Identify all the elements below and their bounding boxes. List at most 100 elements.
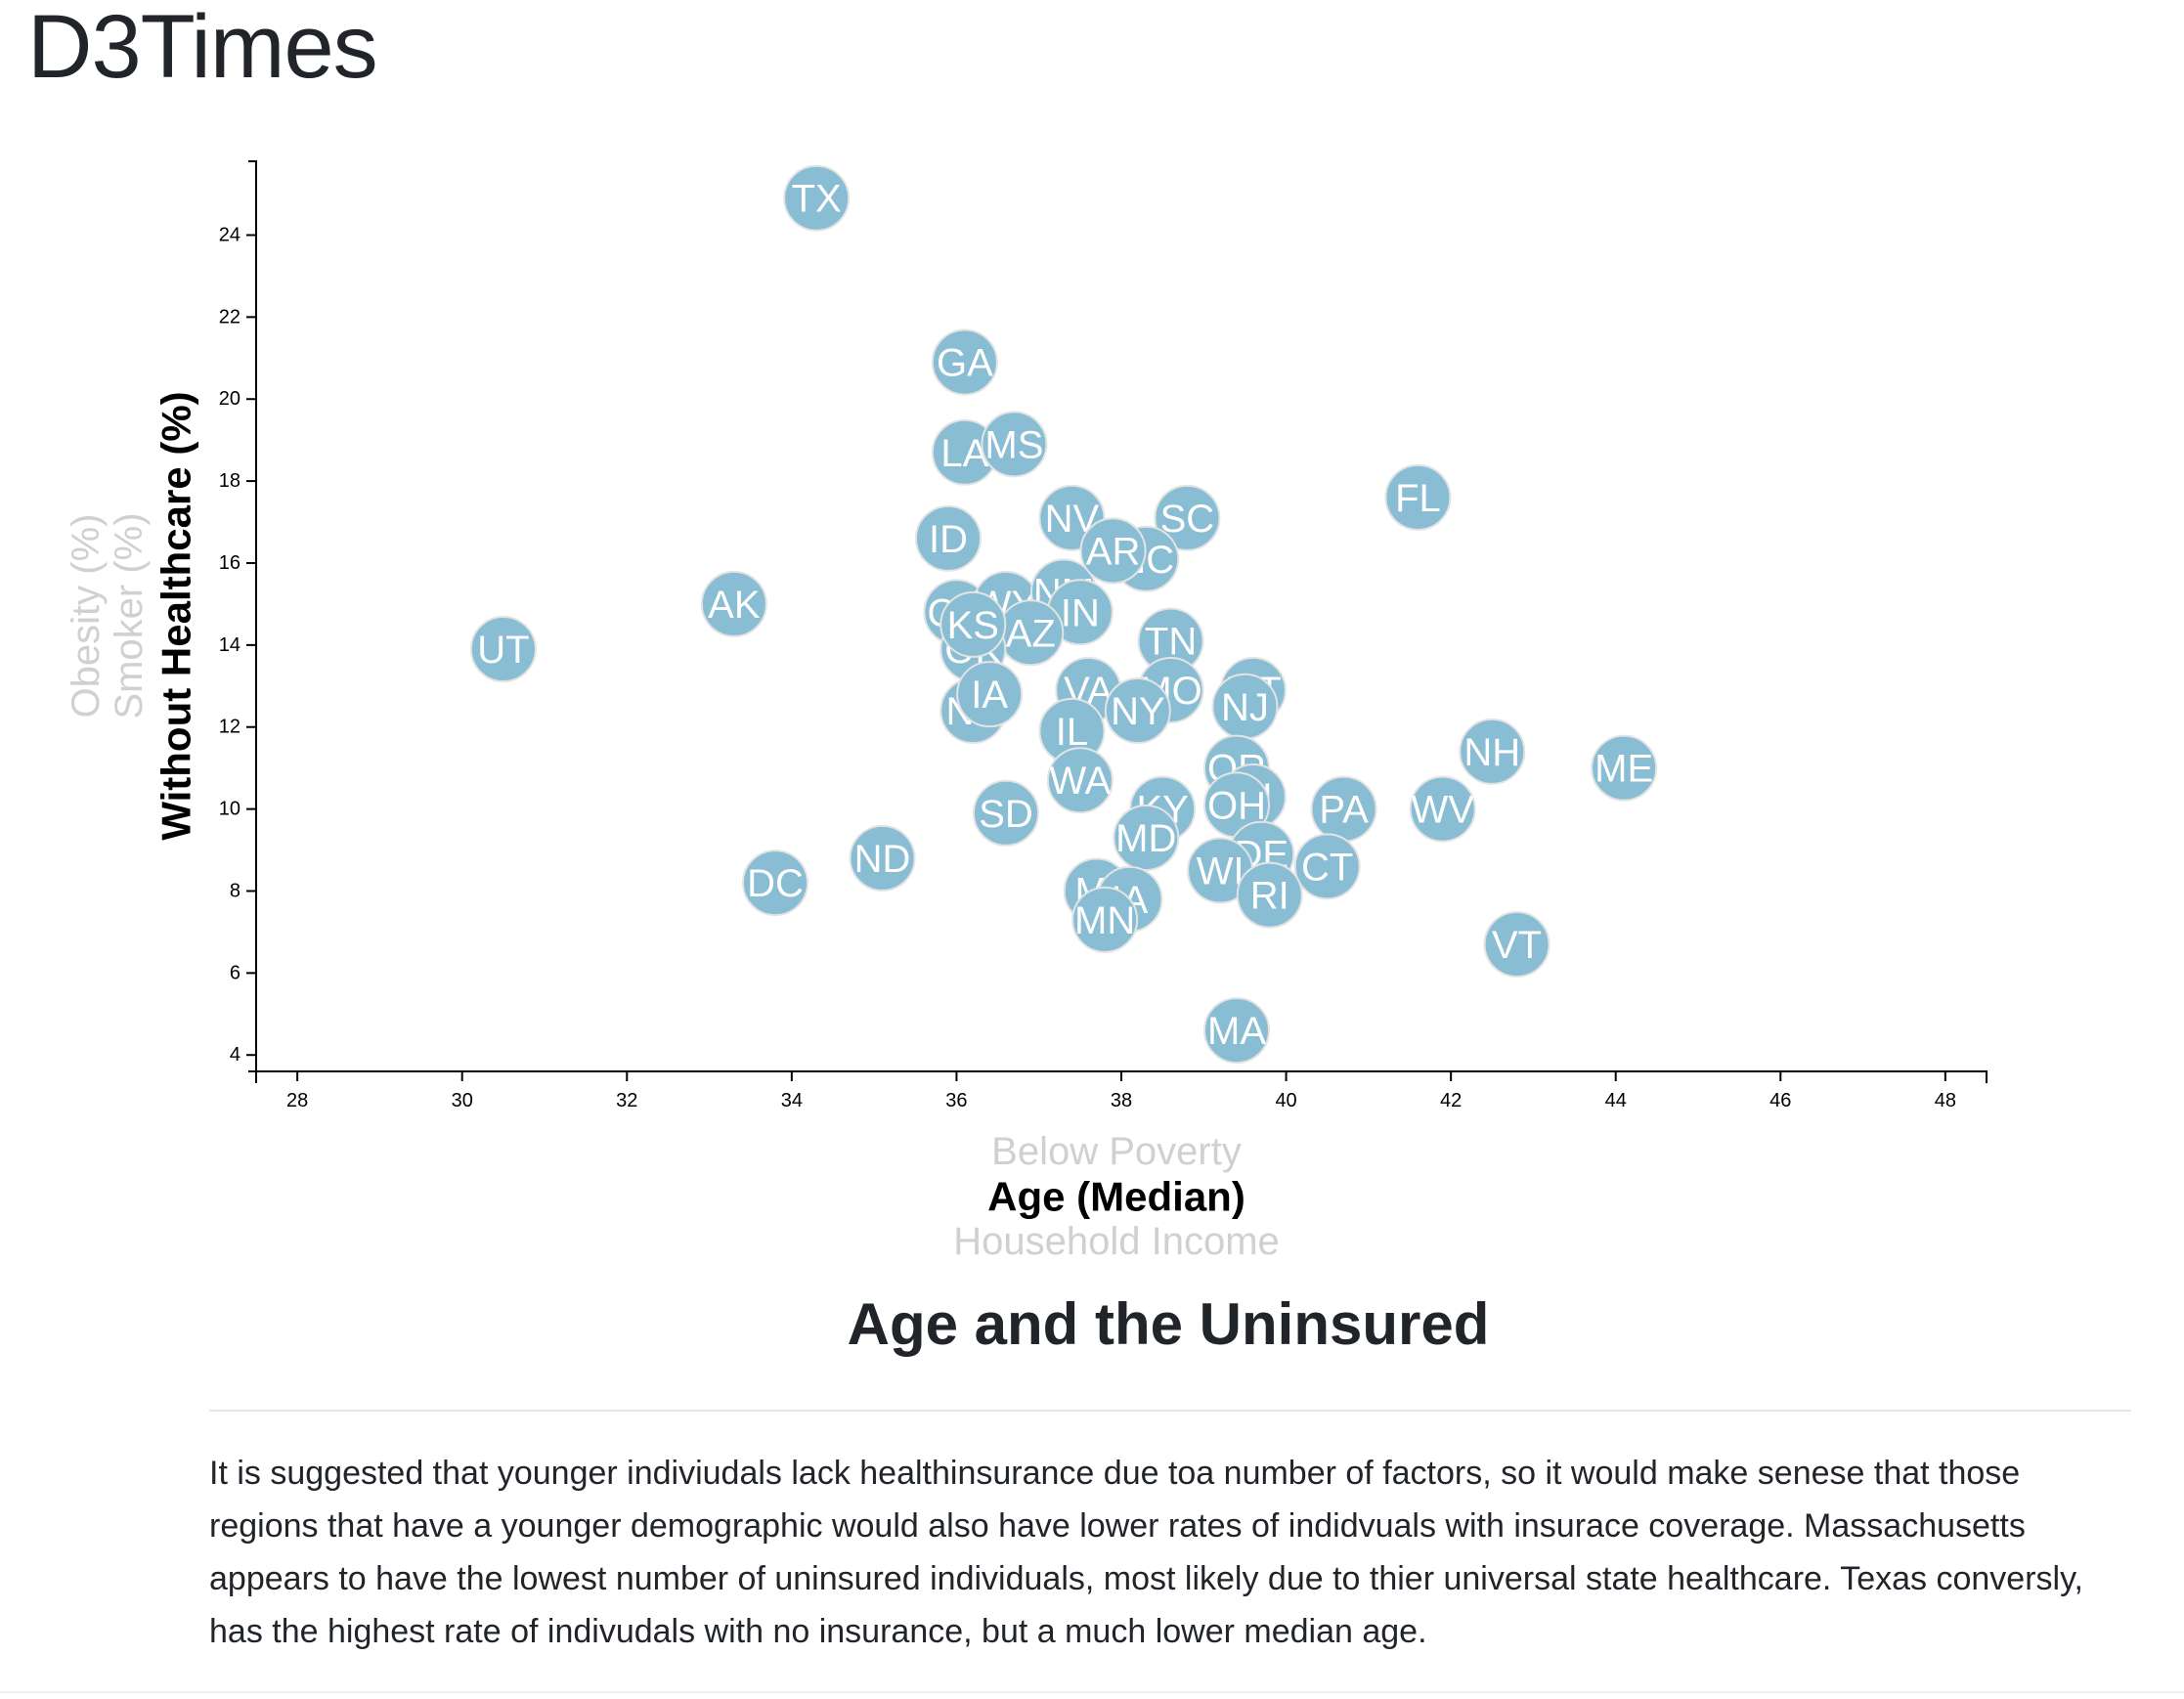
state-marker-il[interactable]: IL <box>1038 697 1106 764</box>
x-tick-label: 38 <box>1111 1090 1132 1111</box>
state-marker-md[interactable]: MD <box>1113 804 1180 871</box>
state-label: CT <box>1301 846 1353 889</box>
state-marker-nh[interactable]: NH <box>1459 718 1526 785</box>
state-marker-oh[interactable]: OH <box>1203 771 1270 839</box>
x-tick-label: 42 <box>1440 1090 1462 1111</box>
state-circle[interactable] <box>973 779 1039 847</box>
state-marker-mn[interactable]: MN <box>1071 886 1139 953</box>
state-marker-fl[interactable]: FL <box>1384 463 1452 531</box>
x-axis-title-option[interactable]: Age (Median) <box>987 1174 1245 1220</box>
state-label: VT <box>1492 924 1542 967</box>
state-marker-tx[interactable]: TX <box>783 164 851 232</box>
y-axis-title-option[interactable]: Without Healthcare (%) <box>153 391 199 840</box>
section-divider <box>209 1410 2131 1412</box>
state-circle[interactable] <box>1079 517 1147 585</box>
y-axis-line <box>248 160 257 1072</box>
state-circle[interactable] <box>1154 484 1221 551</box>
state-circle[interactable] <box>742 850 808 917</box>
x-tick-label: 48 <box>1935 1090 1956 1111</box>
state-marker-dc[interactable]: DC <box>742 850 808 917</box>
x-tick-label: 34 <box>781 1090 803 1111</box>
state-circle[interactable] <box>1293 833 1361 900</box>
state-marker-la[interactable]: LA <box>931 418 998 486</box>
y-tick-label: 22 <box>219 306 240 327</box>
state-circle[interactable] <box>939 590 1007 658</box>
state-label: GA <box>937 341 993 384</box>
state-label: IN <box>1061 591 1100 634</box>
state-circle[interactable] <box>469 616 537 683</box>
state-circle[interactable] <box>981 411 1048 478</box>
state-label: FL <box>1395 477 1441 520</box>
state-marker-nj[interactable]: NJ <box>1211 673 1279 740</box>
state-marker-ga[interactable]: GA <box>931 328 998 396</box>
y-axis-title-option[interactable]: Obesity (%) <box>65 514 108 719</box>
site-title: D3Times <box>27 0 378 97</box>
analysis-paragraph: It is suggested that younger indiviudals… <box>209 1455 2083 1650</box>
state-marker-ut[interactable]: UT <box>469 616 537 683</box>
state-circle[interactable] <box>1459 718 1526 785</box>
state-circle[interactable] <box>956 661 1024 728</box>
y-tick-label: 20 <box>219 388 240 410</box>
state-circle[interactable] <box>1483 910 1551 978</box>
state-label: ID <box>929 518 968 561</box>
state-label: AR <box>1086 530 1141 573</box>
footer-divider <box>0 1691 2184 1693</box>
state-marker-ms[interactable]: MS <box>981 411 1048 478</box>
state-circle[interactable] <box>849 824 916 892</box>
state-circle[interactable] <box>1071 886 1139 953</box>
state-marker-id[interactable]: ID <box>915 504 982 572</box>
state-label: ND <box>854 838 911 881</box>
state-marker-ma[interactable]: MA <box>1203 997 1270 1065</box>
state-label: PA <box>1319 789 1369 832</box>
state-marker-nd[interactable]: ND <box>849 824 916 892</box>
state-circle[interactable] <box>915 504 982 572</box>
state-circle[interactable] <box>700 570 767 637</box>
state-marker-ny[interactable]: NY <box>1104 676 1171 744</box>
state-marker-me[interactable]: ME <box>1591 734 1658 802</box>
state-circle[interactable] <box>1104 676 1171 744</box>
state-circle[interactable] <box>931 328 998 396</box>
y-axis-titles: Without Healthcare (%)Smoker (%)Obesity … <box>65 391 199 840</box>
state-circle[interactable] <box>783 164 851 232</box>
x-axis-title-option[interactable]: Below Poverty <box>991 1130 1242 1173</box>
state-marker-ak[interactable]: AK <box>700 570 767 637</box>
state-circle[interactable] <box>1591 734 1658 802</box>
state-label: MD <box>1115 817 1176 860</box>
state-circle[interactable] <box>1236 861 1303 929</box>
y-axis-title-option[interactable]: Smoker (%) <box>108 512 151 719</box>
state-marker-vt[interactable]: VT <box>1483 910 1551 978</box>
state-marker-ct[interactable]: CT <box>1293 833 1361 900</box>
state-marker-az[interactable]: AZ <box>997 599 1065 667</box>
state-marker-in[interactable]: IN <box>1046 579 1114 646</box>
state-label: LA <box>940 432 988 475</box>
state-label: NY <box>1111 690 1165 733</box>
state-marker-wa[interactable]: WA <box>1046 747 1114 814</box>
y-tick-label: 12 <box>219 717 240 738</box>
state-label: SC <box>1160 498 1215 541</box>
state-label: UT <box>477 629 529 672</box>
state-label: WA <box>1049 760 1111 803</box>
state-marker-wv[interactable]: WV <box>1409 775 1476 843</box>
state-marker-ar[interactable]: AR <box>1079 517 1147 585</box>
state-marker-ri[interactable]: RI <box>1236 861 1303 929</box>
y-tick-label: 24 <box>219 224 240 245</box>
state-label: ME <box>1594 748 1653 791</box>
state-marker-pa[interactable]: PA <box>1310 775 1377 843</box>
state-circle[interactable] <box>1409 775 1476 843</box>
state-label: DC <box>747 862 804 905</box>
state-marker-sc[interactable]: SC <box>1154 484 1221 551</box>
state-circle[interactable] <box>1203 997 1270 1065</box>
x-tick-label: 32 <box>616 1090 637 1111</box>
state-marker-wi[interactable]: WI <box>1187 837 1254 904</box>
x-axis-title-option[interactable]: Household Income <box>953 1220 1280 1263</box>
state-marker-sd[interactable]: SD <box>973 779 1039 847</box>
state-marker-tn[interactable]: TN <box>1137 607 1204 675</box>
state-circle[interactable] <box>1384 463 1452 531</box>
state-circle[interactable] <box>1046 747 1114 814</box>
state-circle[interactable] <box>1113 804 1180 871</box>
state-marker-ks[interactable]: KS <box>939 590 1007 658</box>
state-label: TX <box>792 178 842 221</box>
state-marker-ia[interactable]: IA <box>956 661 1024 728</box>
state-label: WV <box>1411 789 1474 832</box>
